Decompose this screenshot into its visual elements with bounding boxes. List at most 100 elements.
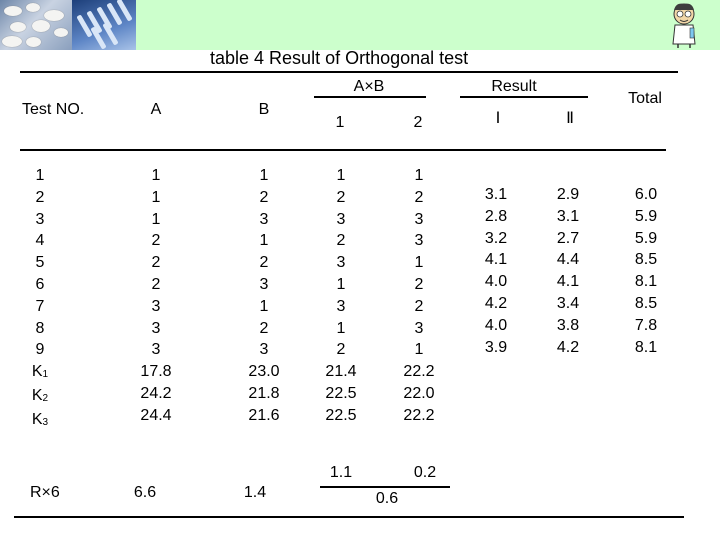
b-cell: 3 [259, 275, 269, 293]
result-1-column: 3.1 2.8 3.2 4.1 4.0 4.2 4.0 3.9 [474, 184, 518, 358]
result-1-cell: 3.2 [484, 229, 508, 247]
a-cell: 17.8 [140, 363, 172, 381]
total-cell: 6.0 [634, 186, 658, 203]
range-e: 0.6 [375, 490, 399, 507]
axb-1-cell: 21.4 [325, 363, 357, 381]
scientist-mascot-icon [672, 3, 696, 48]
axb-2-cell: 2 [414, 275, 424, 293]
header-result: Result [491, 78, 537, 95]
result-2-cell: 3.4 [556, 294, 580, 312]
range-label: R×6 [30, 484, 60, 501]
axb-1-cell: 1 [336, 319, 346, 337]
axb-2-cell: 22.2 [403, 363, 435, 381]
axb-1-cell: 22.5 [325, 406, 357, 424]
a-cell: 1 [151, 188, 161, 206]
b-cell: 23.0 [248, 363, 280, 381]
b-cell: 3 [259, 210, 269, 228]
range-a: 6.6 [133, 484, 157, 501]
test-no-cell: 9 [35, 341, 45, 359]
a-cell: 2 [151, 275, 161, 293]
axb-1-cell: 2 [336, 188, 346, 206]
a-cell: 3 [151, 319, 161, 337]
test-no-cell: 4 [35, 232, 45, 250]
result-1-cell: 3.9 [484, 338, 508, 356]
header-bottom-rule [20, 149, 666, 151]
result-2-cell: 3.1 [556, 207, 580, 225]
k-subscript: 3 [42, 416, 49, 428]
result-1-cell: 4.0 [484, 316, 508, 334]
axb-2-cell: 3 [414, 210, 424, 228]
axb-1-cell: 2 [336, 232, 346, 250]
axb-2-cell: 1 [414, 254, 424, 272]
k-letter: K [31, 386, 43, 404]
test-no-cell: 2 [35, 188, 45, 206]
result-2-cell: 2.9 [556, 186, 580, 203]
axb-2-cell: 1 [414, 167, 424, 184]
header-axb: A×B [353, 78, 385, 95]
axb-1-cell: 1 [336, 275, 346, 293]
total-cell: 8.1 [634, 338, 658, 356]
range-axb-1: 1.1 [329, 464, 353, 481]
total-cell: 5.9 [634, 207, 658, 225]
a-cell: 24.2 [140, 384, 172, 402]
result-1-cell: 4.2 [484, 294, 508, 312]
a-column: 1 1 1 2 2 2 3 3 3 17.8 24.2 24.4 [132, 165, 180, 427]
test-no-cell: 8 [35, 319, 45, 337]
axb-2-cell: 3 [414, 319, 424, 337]
b-cell: 1 [259, 232, 269, 250]
result-2-cell: 4.1 [556, 273, 580, 291]
result-1-cell: 3.1 [484, 186, 508, 203]
header-result-1: Ⅰ [495, 110, 501, 127]
a-cell: 3 [151, 297, 161, 315]
axb-1-cell: 22.5 [325, 384, 357, 402]
total-cell: 8.1 [634, 273, 658, 291]
test-no-column: 1 2 3 4 5 6 7 8 9 K1 K2 K3 [28, 165, 52, 433]
a-cell: 24.4 [140, 406, 172, 424]
total-cell: 8.5 [634, 294, 658, 312]
test-no-cell: 7 [35, 297, 45, 315]
k-letter: K [31, 410, 43, 428]
b-cell: 21.6 [248, 406, 280, 424]
axb-1-cell: 3 [336, 254, 346, 272]
header-a: A [150, 101, 162, 118]
a-cell: 2 [151, 254, 161, 272]
a-cell: 3 [151, 341, 161, 359]
header-axb-1: 1 [335, 114, 345, 131]
total-cell: 5.9 [634, 229, 658, 247]
total-cell: 7.8 [634, 316, 658, 334]
axb-1-cell: 3 [336, 297, 346, 315]
axb-1-cell: 3 [336, 210, 346, 228]
result-underline [460, 96, 588, 98]
result-1-cell: 2.8 [484, 207, 508, 225]
header-axb-2: 2 [413, 114, 423, 131]
a-cell: 2 [151, 232, 161, 250]
a-cell: 1 [151, 167, 161, 184]
result-2-cell: 4.4 [556, 251, 580, 269]
b-cell: 3 [259, 341, 269, 359]
b-column: 1 2 3 1 2 3 1 2 3 23.0 21.8 21.6 [240, 165, 288, 427]
header-b: B [258, 101, 270, 118]
range-axb-2: 0.2 [413, 464, 437, 481]
b-cell: 21.8 [248, 384, 280, 402]
axb-1-cell: 1 [336, 167, 346, 184]
axb-1-cell: 2 [336, 341, 346, 359]
b-cell: 1 [259, 297, 269, 315]
k1-label: K1 [28, 361, 52, 385]
test-no-cell: 5 [35, 254, 45, 272]
axb-2-cell: 22.2 [403, 406, 435, 424]
axb-2-cell: 2 [414, 297, 424, 315]
result-2-cell: 4.2 [556, 338, 580, 356]
result-1-cell: 4.0 [484, 273, 508, 291]
axb-1-column: 1 2 3 2 3 1 3 1 2 21.4 22.5 22.5 [316, 165, 366, 427]
range-b: 1.4 [243, 484, 267, 501]
axb-2-cell: 22.0 [403, 384, 435, 402]
k3-label: K3 [28, 409, 52, 433]
header-result-2: Ⅱ [566, 110, 574, 127]
axb-2-cell: 3 [414, 232, 424, 250]
top-rule [20, 71, 678, 73]
k-subscript: 2 [42, 392, 49, 404]
bottom-rule [14, 516, 684, 518]
table-title: table 4 Result of Orthogonal test [210, 48, 469, 68]
b-cell: 1 [259, 167, 269, 184]
header-test-no: Test NO. [22, 101, 85, 118]
